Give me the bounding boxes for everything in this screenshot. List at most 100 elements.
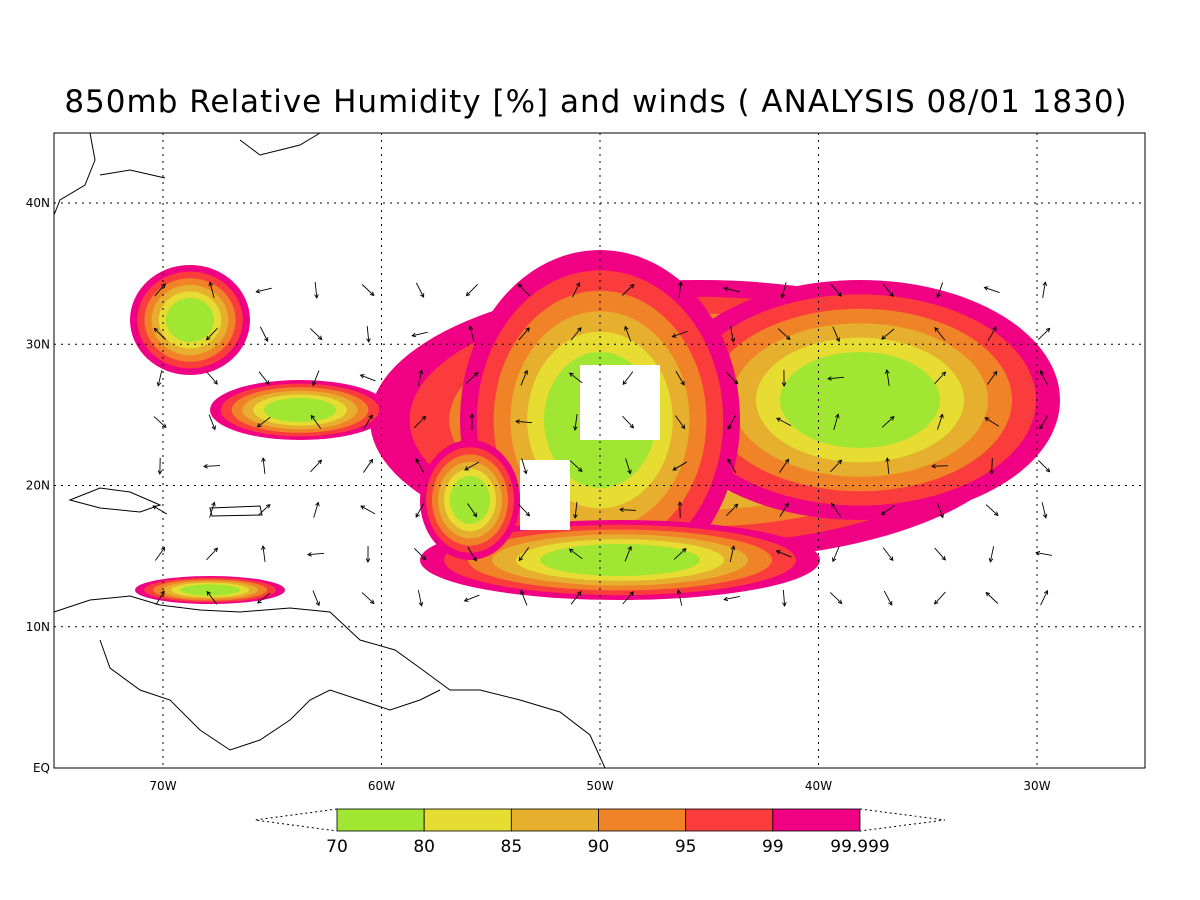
- wind-arrow: [518, 503, 531, 517]
- wind-arrow: [936, 502, 944, 519]
- wind-arrow: [469, 413, 475, 431]
- wind-arrow: [1037, 327, 1051, 340]
- humidity-area: [180, 584, 240, 596]
- humidity-area: [780, 352, 940, 448]
- wind-arrow: [363, 414, 373, 430]
- wind-arrow: [1041, 502, 1048, 519]
- lon-label: 70W: [149, 779, 176, 793]
- wind-arrow: [779, 502, 789, 518]
- wind-arrow: [468, 325, 475, 342]
- wind-arrow: [986, 370, 998, 385]
- colorbar: 70 80 85 90 95 99 99.999: [254, 808, 946, 857]
- wind-arrow: [258, 371, 270, 386]
- wind-arrow: [827, 376, 845, 381]
- lon-label: 50W: [586, 779, 613, 793]
- wind-arrow: [723, 286, 740, 293]
- wind-arrow: [882, 283, 894, 297]
- wind-arrow: [417, 369, 424, 386]
- wind-arrow: [829, 592, 843, 605]
- wind-arrow: [209, 501, 216, 518]
- wind-arrow: [521, 458, 528, 475]
- wind-arrow: [310, 459, 323, 473]
- wind-arrow: [415, 502, 425, 518]
- wind-arrow: [730, 326, 736, 343]
- wind-arrow: [208, 281, 215, 298]
- wind-arrow: [937, 413, 944, 430]
- wind-arrow: [520, 589, 528, 606]
- wind-arrow: [1038, 459, 1051, 473]
- wind-arrow: [573, 414, 578, 431]
- wind-arrow: [987, 326, 997, 342]
- wind-arrow: [625, 458, 632, 475]
- wind-arrow: [622, 591, 634, 605]
- wind-arrow: [672, 461, 688, 471]
- wind-arrow: [153, 327, 167, 340]
- lat-label: 10N: [26, 620, 50, 634]
- wind-arrow: [518, 547, 530, 562]
- wind-arrow: [832, 546, 840, 563]
- wind-arrow: [415, 282, 425, 298]
- wind-arrow: [1039, 414, 1049, 430]
- wind-arrow: [205, 327, 218, 341]
- wind-arrow: [880, 504, 895, 516]
- wind-arrow: [830, 459, 843, 473]
- wind-arrow: [518, 327, 530, 341]
- colorbar-extension: [859, 808, 946, 832]
- wind-arrow: [1039, 369, 1048, 386]
- wind-arrow: [256, 592, 271, 604]
- wind-arrow: [881, 328, 895, 340]
- wind-arrow: [885, 369, 890, 386]
- wind-arrow: [1040, 589, 1049, 606]
- coastline: [53, 132, 321, 216]
- wind-arrow: [931, 463, 949, 469]
- wind-arrow: [624, 325, 632, 342]
- coastline: [68, 487, 263, 517]
- wind-arrow: [465, 371, 479, 384]
- wind-arrow: [307, 552, 325, 557]
- wind-arrow: [570, 590, 582, 605]
- wind-arrow: [676, 589, 683, 606]
- wind-arrow: [885, 457, 890, 475]
- wind-arrow: [411, 331, 428, 338]
- wind-arrow: [983, 286, 1000, 293]
- wind-arrow: [934, 371, 947, 385]
- wind-arrow: [624, 545, 632, 562]
- wind-arrow: [988, 546, 995, 563]
- lat-label: 40N: [26, 196, 50, 210]
- wind-arrow: [675, 415, 686, 430]
- colorbar-label: 95: [675, 837, 697, 857]
- wind-arrow: [157, 457, 163, 475]
- wind-arrow: [777, 328, 791, 341]
- wind-arrow: [775, 550, 792, 558]
- wind-arrow: [360, 505, 376, 515]
- wind-arrow: [776, 417, 792, 427]
- lon-label: 60W: [368, 779, 395, 793]
- wind-arrow: [363, 458, 374, 473]
- wind-arrow: [570, 327, 582, 341]
- wind-arrow: [415, 458, 425, 474]
- wind-arrow: [989, 457, 995, 475]
- lat-label: 30N: [26, 337, 50, 351]
- wind-arrow: [203, 463, 221, 469]
- wind-arrow: [310, 414, 322, 429]
- dry-area: [520, 460, 570, 530]
- wind-arrow: [830, 502, 841, 517]
- wind-arrow: [727, 414, 737, 430]
- wind-arrow: [622, 371, 634, 386]
- wind-arrow: [621, 283, 635, 296]
- colorbar-label: 90: [588, 837, 610, 857]
- wind-arrow: [677, 501, 683, 519]
- wind-arrow: [155, 590, 165, 606]
- wind-arrows: [152, 281, 1052, 607]
- coastline: [53, 595, 606, 769]
- wind-arrow: [206, 547, 219, 561]
- wind-arrow: [723, 595, 740, 602]
- wind-arrow: [883, 590, 893, 606]
- wind-arrow: [573, 502, 578, 519]
- wind-arrow: [414, 415, 427, 428]
- wind-arrow: [936, 282, 944, 299]
- wind-arrow: [568, 372, 583, 384]
- wind-arrow: [984, 417, 1000, 427]
- wind-arrow: [463, 594, 480, 602]
- wind-arrow: [309, 328, 323, 341]
